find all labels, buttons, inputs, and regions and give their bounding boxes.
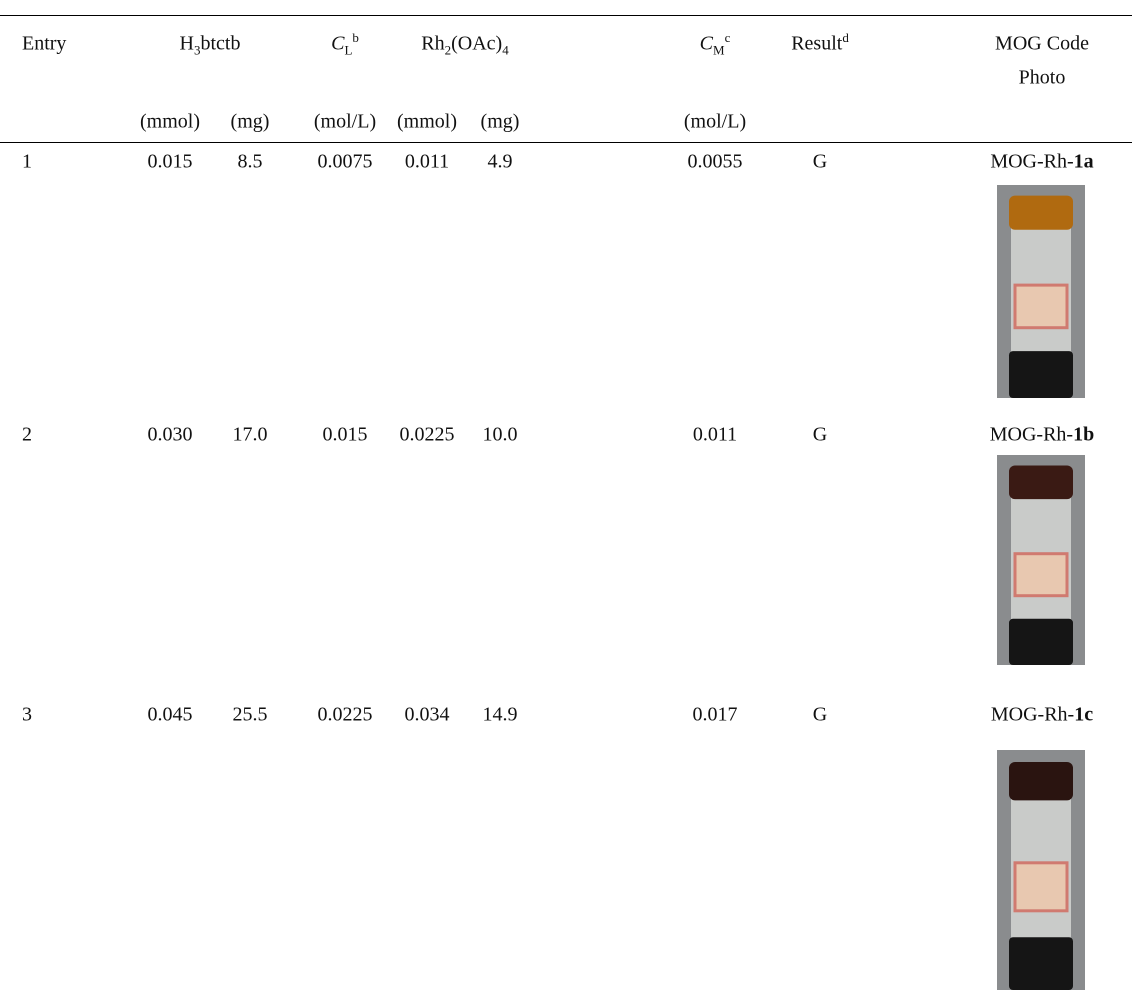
code-cell: MOG-Rh-1a	[990, 151, 1093, 174]
value-cell: 25.5	[233, 704, 268, 727]
text-segment: L	[344, 43, 352, 58]
value-cell: 0.0225	[318, 704, 373, 727]
photo-shape	[1015, 285, 1067, 328]
header-cell: CLb	[331, 33, 359, 56]
photo-shape	[1015, 863, 1067, 911]
value-cell: 4.9	[488, 151, 513, 174]
text-segment: btctb	[200, 33, 240, 55]
unit-cell: (mmol)	[397, 111, 457, 134]
table-page: EntryH3btctbCLbRh2(OAc)4CMcResultdMOG Co…	[0, 0, 1132, 1001]
text-segment: Result	[791, 33, 842, 55]
value-cell: 0.0075	[318, 151, 373, 174]
text-segment: b	[352, 30, 359, 45]
value-cell: 0.011	[405, 151, 449, 174]
text-segment: d	[842, 30, 849, 45]
vial-photo	[997, 750, 1085, 990]
header-cell: Photo	[1019, 67, 1066, 90]
code-bold: 1a	[1074, 151, 1094, 173]
value-cell: 0.0055	[688, 151, 743, 174]
header-cell: MOG Code	[995, 33, 1089, 56]
header-cell: Resultd	[791, 33, 849, 56]
value-cell: 14.9	[483, 704, 518, 727]
value-cell: 0.017	[693, 704, 738, 727]
code-prefix: MOG-Rh-	[991, 704, 1074, 726]
unit-cell: (mol/L)	[684, 111, 746, 134]
code-cell: MOG-Rh-1c	[991, 704, 1093, 727]
unit-cell: (mg)	[481, 111, 520, 134]
code-bold: 1b	[1073, 424, 1094, 446]
unit-cell: (mol/L)	[314, 111, 376, 134]
photo-shape	[1009, 619, 1073, 665]
entry-cell: 1	[22, 151, 32, 174]
photo-shape	[1009, 351, 1073, 398]
header-cell: CMc	[700, 33, 731, 56]
value-cell: 0.034	[405, 704, 450, 727]
result-cell: G	[813, 424, 827, 447]
text-segment: Entry	[22, 33, 66, 55]
text-segment: (OAc)	[451, 33, 502, 55]
entry-cell: 3	[22, 704, 32, 727]
value-cell: 10.0	[483, 424, 518, 447]
entry-cell: 2	[22, 424, 32, 447]
value-cell: 17.0	[233, 424, 268, 447]
header-cell: Entry	[22, 33, 66, 56]
text-segment: 4	[502, 43, 509, 58]
result-cell: G	[813, 151, 827, 174]
text-segment: C	[331, 33, 344, 55]
top-rule	[0, 15, 1132, 16]
photo-shape	[1009, 196, 1073, 230]
value-cell: 0.045	[148, 704, 193, 727]
value-cell: 0.015	[148, 151, 193, 174]
vial-photo	[997, 455, 1085, 665]
value-cell: 8.5	[238, 151, 263, 174]
value-cell: 0.015	[323, 424, 368, 447]
photo-shape	[1009, 466, 1073, 500]
result-cell: G	[813, 704, 827, 727]
code-prefix: MOG-Rh-	[990, 424, 1073, 446]
unit-cell: (mmol)	[140, 111, 200, 134]
header-cell: H3btctb	[180, 33, 241, 56]
header-cell: Rh2(OAc)4	[421, 33, 508, 56]
photo-shape	[1015, 554, 1067, 596]
code-prefix: MOG-Rh-	[990, 151, 1073, 173]
value-cell: 0.030	[148, 424, 193, 447]
text-segment: MOG Code	[995, 33, 1089, 55]
text-segment: C	[700, 33, 713, 55]
text-segment: c	[725, 30, 731, 45]
header-rule	[0, 142, 1132, 143]
vial-photo	[997, 185, 1085, 398]
text-segment: H	[180, 33, 194, 55]
unit-cell: (mg)	[231, 111, 270, 134]
code-cell: MOG-Rh-1b	[990, 424, 1094, 447]
value-cell: 0.0225	[400, 424, 455, 447]
value-cell: 0.011	[693, 424, 737, 447]
code-bold: 1c	[1074, 704, 1093, 726]
photo-shape	[1009, 937, 1073, 990]
photo-shape	[1009, 762, 1073, 800]
text-segment: M	[713, 43, 725, 58]
text-segment: Rh	[421, 33, 444, 55]
